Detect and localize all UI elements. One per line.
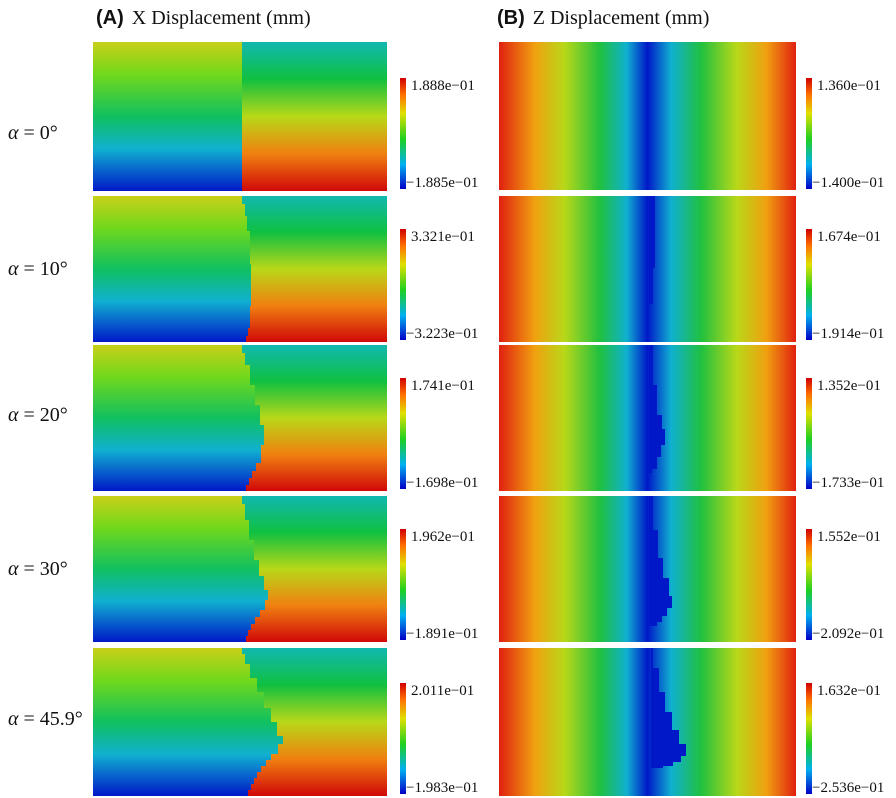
- panel-a-letter: (A): [96, 7, 124, 29]
- z-displacement-plot-alpha-0: [499, 42, 796, 190]
- contour-field: [499, 345, 796, 491]
- colorbar-a-1: [400, 229, 406, 340]
- colorbar-b-3: [806, 529, 812, 640]
- contour-right-region: [242, 345, 387, 491]
- colorbar-b-3-max: 1.552e−01: [817, 529, 881, 545]
- x-displacement-plot-alpha-30: [93, 496, 387, 642]
- colorbar-fill: [806, 229, 812, 340]
- panel-b-title: (B) Z Displacement (mm): [497, 6, 709, 30]
- alpha-symbol: α: [8, 404, 19, 426]
- colorbar-b-0: [806, 78, 812, 189]
- z-displacement-plot-alpha-20: [499, 345, 796, 491]
- contour-right-region: [242, 196, 387, 342]
- row-label-2: α = 20°: [8, 403, 68, 427]
- colorbar-a-0-min: −1.885e−01: [406, 175, 479, 191]
- alpha-symbol: α: [8, 258, 19, 280]
- colorbar-a-3: [400, 529, 406, 640]
- colorbar-a-4-max: 2.011e−01: [411, 683, 475, 699]
- contour-left-half: [93, 42, 244, 191]
- colorbar-b-3-min: −2.092e−01: [812, 626, 885, 642]
- contour-right-region: [242, 496, 387, 642]
- contour-extremum: [647, 648, 686, 768]
- colorbar-b-2-max: 1.352e−01: [817, 378, 881, 394]
- colorbar-b-4-max: 1.632e−01: [817, 683, 881, 699]
- x-displacement-plot-alpha-45-9: [93, 648, 387, 796]
- colorbar-b-4-min: −2.536e−01: [812, 780, 885, 796]
- panel-b-title-text: Z Displacement (mm): [532, 7, 710, 29]
- angle-value: = 30°: [23, 558, 68, 580]
- colorbar-b-0-max: 1.360e−01: [817, 78, 881, 94]
- row-label-0: α = 0°: [8, 121, 58, 145]
- colorbar-a-1-max: 3.321e−01: [411, 229, 475, 245]
- x-displacement-plot-alpha-20: [93, 345, 387, 491]
- colorbar-fill: [400, 378, 406, 489]
- contour-extremum: [647, 496, 672, 626]
- colorbar-a-3-min: −1.891e−01: [406, 626, 479, 642]
- row-label-3: α = 30°: [8, 557, 68, 581]
- colorbar-fill: [806, 78, 812, 189]
- colorbar-fill: [400, 683, 406, 794]
- alpha-symbol: α: [8, 708, 19, 730]
- angle-value: = 10°: [23, 258, 68, 280]
- colorbar-a-0: [400, 78, 406, 189]
- colorbar-b-0-min: −1.400e−01: [812, 175, 885, 191]
- colorbar-fill: [400, 529, 406, 640]
- colorbar-fill: [806, 683, 812, 794]
- colorbar-a-0-max: 1.888e−01: [411, 78, 475, 94]
- contour-extremum: [647, 196, 655, 304]
- contour-field: [499, 42, 796, 190]
- colorbar-fill: [400, 78, 406, 189]
- z-displacement-plot-alpha-10: [499, 196, 796, 342]
- colorbar-b-2: [806, 378, 812, 489]
- x-displacement-plot-alpha-0: [93, 42, 387, 191]
- colorbar-fill: [806, 529, 812, 640]
- x-displacement-plot-alpha-10: [93, 196, 387, 342]
- colorbar-b-4: [806, 683, 812, 794]
- z-displacement-plot-alpha-45-9: [499, 648, 796, 796]
- colorbar-b-2-min: −1.733e−01: [812, 475, 885, 491]
- colorbar-b-1-max: 1.674e−01: [817, 229, 881, 245]
- contour-extremum: [647, 345, 665, 473]
- colorbar-fill: [806, 378, 812, 489]
- colorbar-a-4: [400, 683, 406, 794]
- angle-value: = 0°: [23, 122, 58, 144]
- alpha-symbol: α: [8, 558, 19, 580]
- contour-right-region: [242, 648, 387, 796]
- angle-value: = 45.9°: [23, 708, 83, 730]
- colorbar-a-3-max: 1.962e−01: [411, 529, 475, 545]
- z-displacement-plot-alpha-30: [499, 496, 796, 642]
- contour-field: [499, 496, 796, 642]
- colorbar-a-2-max: 1.741e−01: [411, 378, 475, 394]
- contour-right-half: [242, 42, 387, 191]
- colorbar-a-1-min: −3.223e−01: [406, 326, 479, 342]
- colorbar-b-1: [806, 229, 812, 340]
- contour-field: [499, 648, 796, 796]
- panel-a-title: (A) X Displacement (mm): [96, 6, 311, 30]
- colorbar-a-2-min: −1.698e−01: [406, 475, 479, 491]
- row-label-1: α = 10°: [8, 257, 68, 281]
- colorbar-a-2: [400, 378, 406, 489]
- panel-a-title-text: X Displacement (mm): [131, 7, 311, 29]
- colorbar-b-1-min: −1.914e−01: [812, 326, 885, 342]
- colorbar-fill: [400, 229, 406, 340]
- panel-b-letter: (B): [497, 7, 525, 29]
- angle-value: = 20°: [23, 404, 68, 426]
- row-label-4: α = 45.9°: [8, 707, 83, 731]
- alpha-symbol: α: [8, 122, 19, 144]
- colorbar-a-4-min: −1.983e−01: [406, 780, 479, 796]
- contour-field: [499, 196, 796, 342]
